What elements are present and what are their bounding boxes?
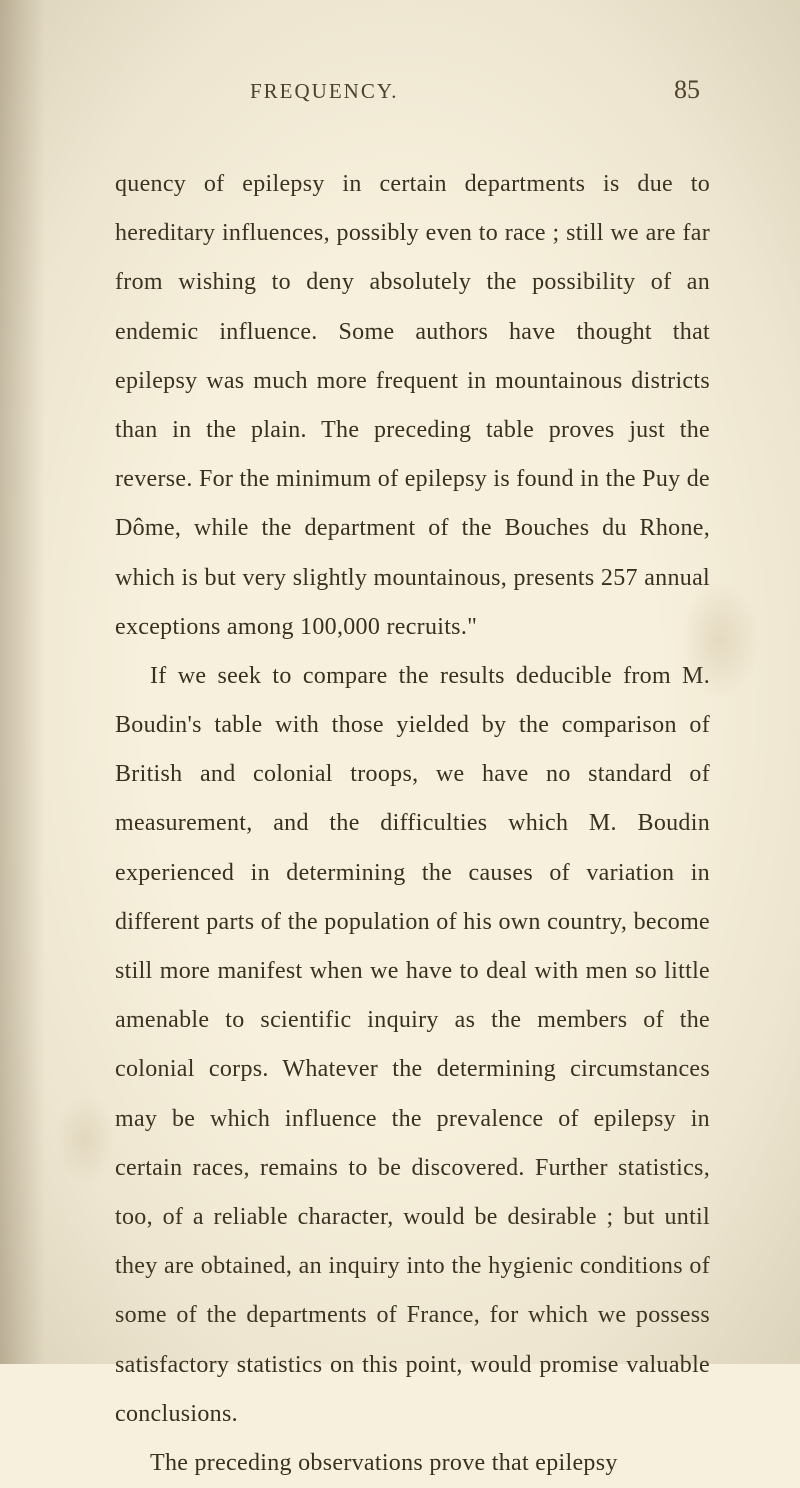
page-container: FREQUENCY. 85 quency of epilepsy in cert… (0, 0, 800, 1364)
paragraph-2: If we seek to compare the results deduci… (115, 652, 710, 1439)
body-text: quency of epilepsy in certain department… (115, 160, 710, 1488)
paragraph-1: quency of epilepsy in certain department… (115, 160, 710, 652)
page-number: 85 (674, 75, 700, 105)
page-header: FREQUENCY. 85 (115, 75, 710, 105)
running-title: FREQUENCY. (250, 79, 399, 104)
paragraph-3: The preceding observations prove that ep… (115, 1439, 710, 1488)
